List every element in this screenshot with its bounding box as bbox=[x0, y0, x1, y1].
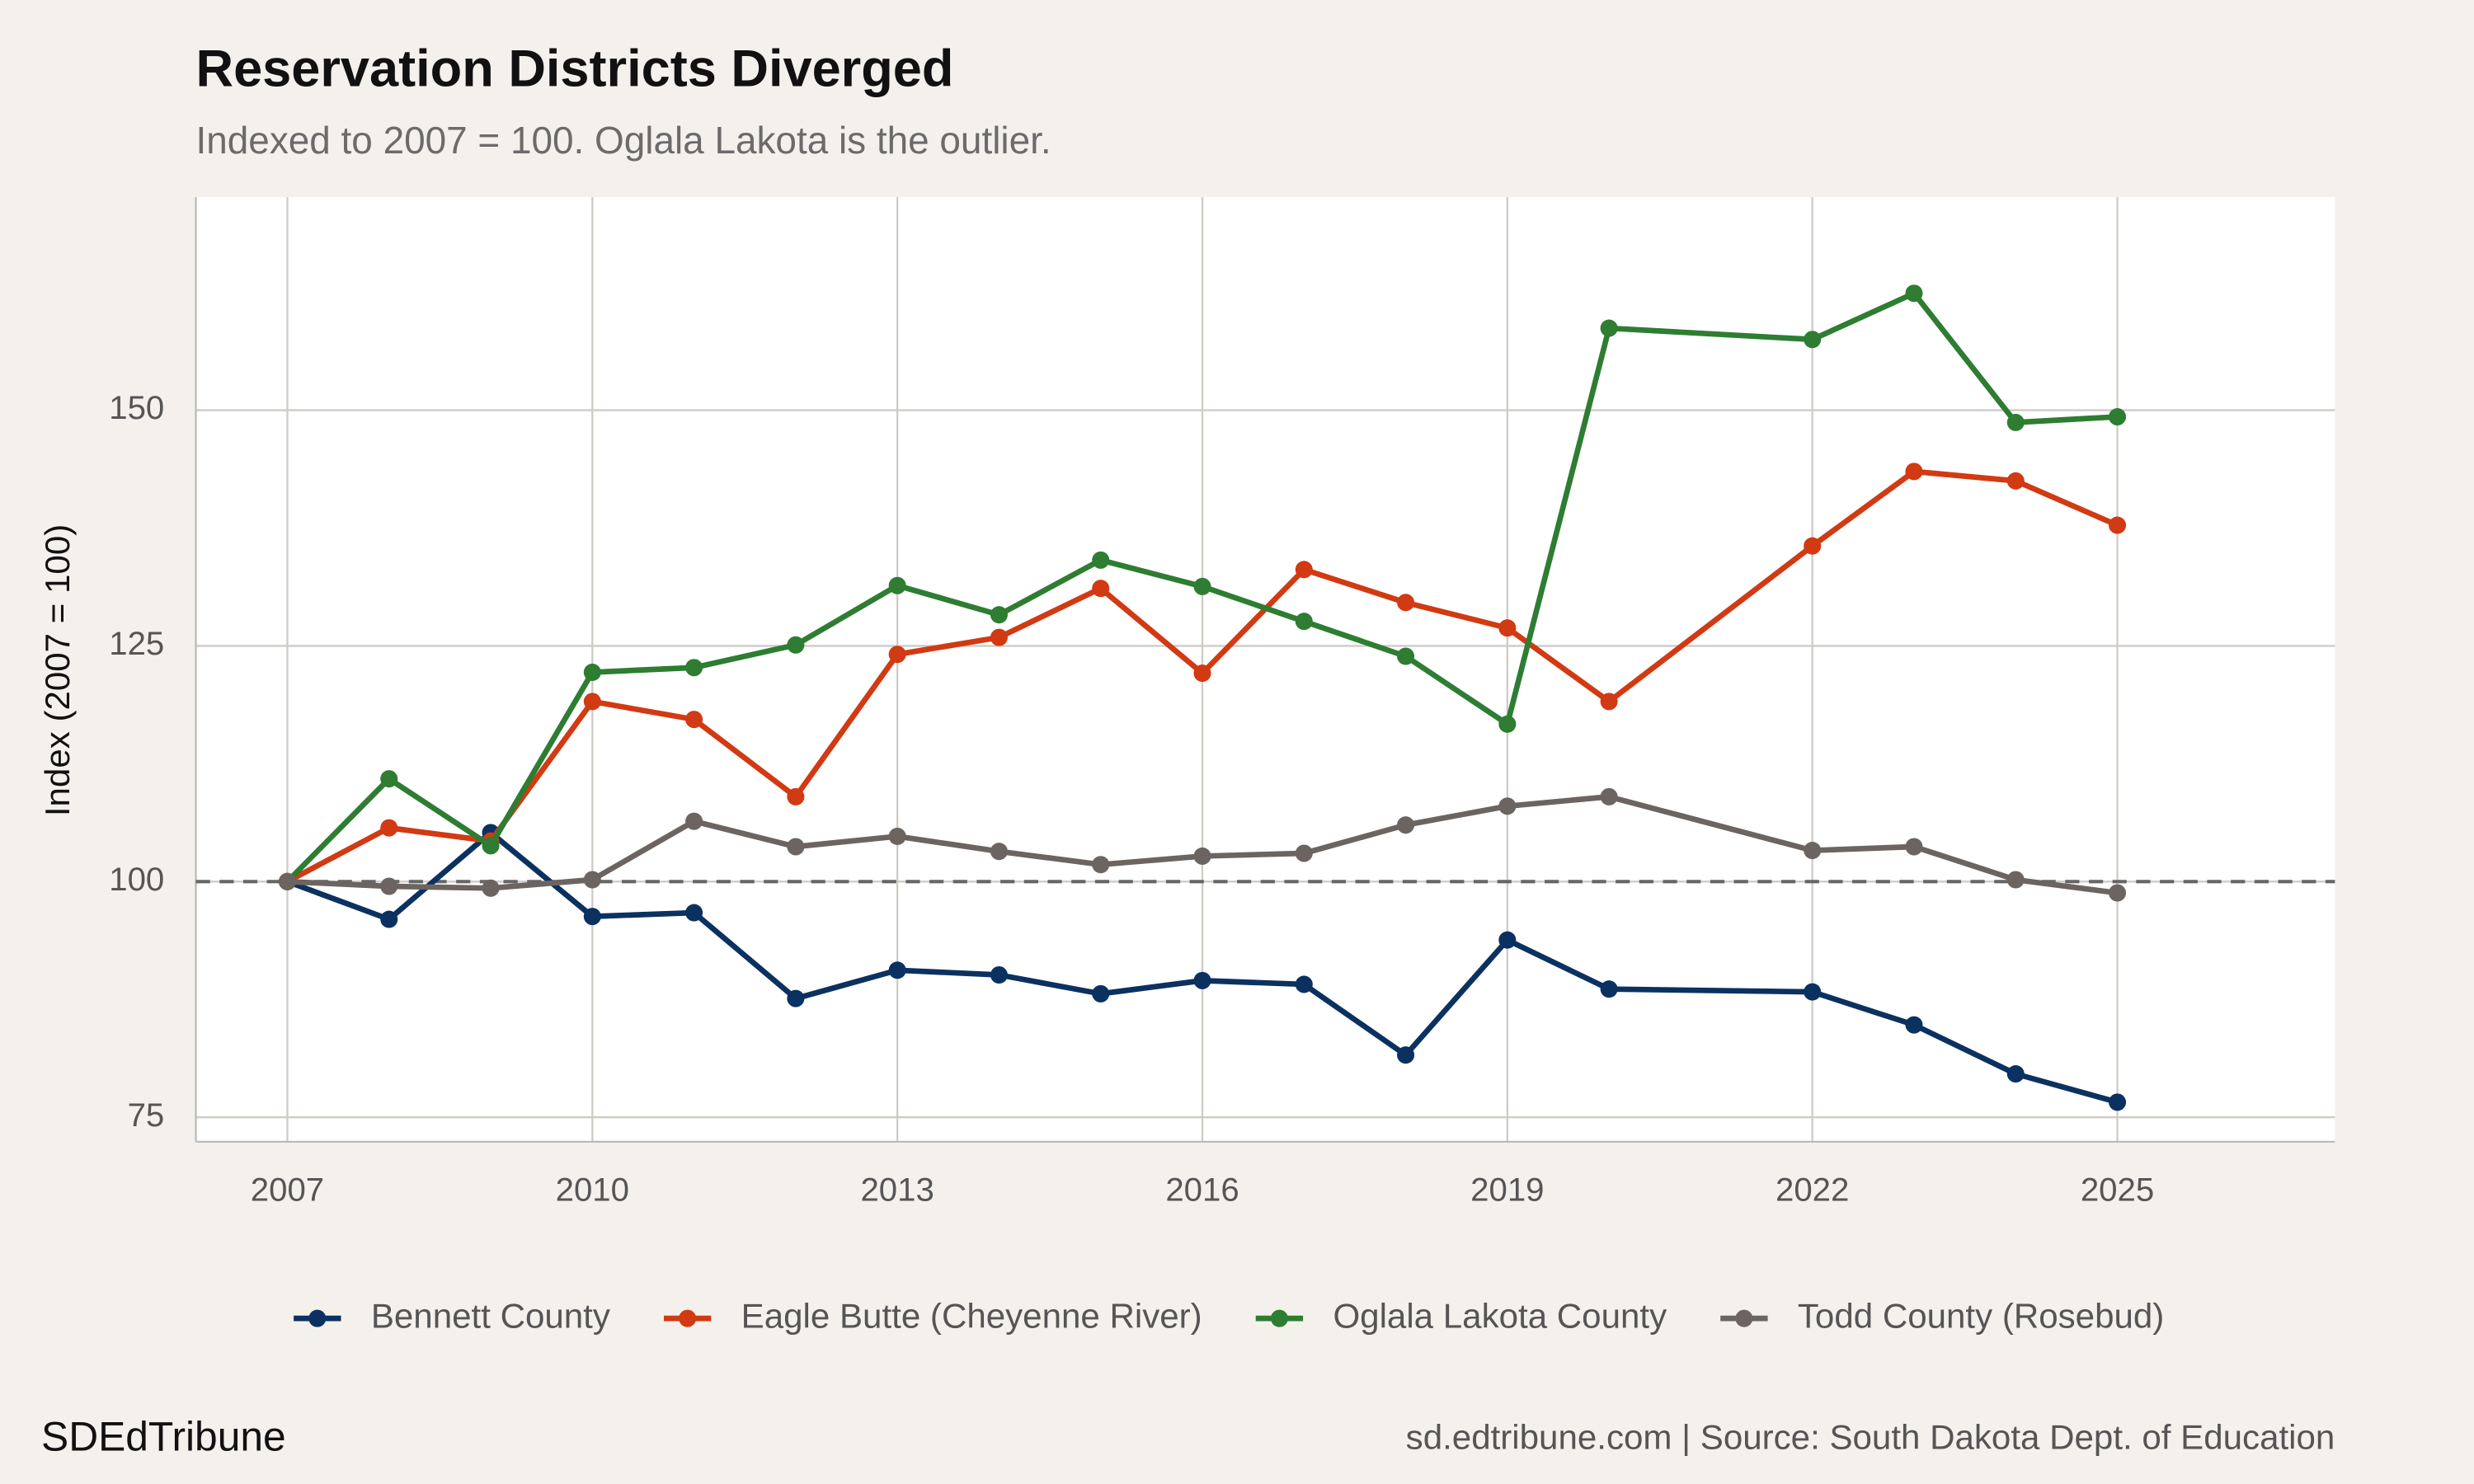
chart-title: Reservation Districts Diverged bbox=[196, 40, 954, 98]
data-point bbox=[1498, 619, 1517, 637]
data-point bbox=[1498, 931, 1517, 949]
data-point bbox=[1804, 842, 1822, 860]
data-point bbox=[1600, 319, 1618, 337]
data-point bbox=[1905, 1016, 1923, 1034]
data-point bbox=[1804, 983, 1822, 1001]
x-tick-label: 2010 bbox=[556, 1172, 629, 1209]
series-line bbox=[285, 468, 2119, 885]
data-point bbox=[1905, 284, 1923, 303]
data-point bbox=[1397, 816, 1415, 834]
data-point bbox=[1397, 1046, 1415, 1064]
data-point bbox=[2006, 472, 2025, 490]
data-point bbox=[278, 872, 296, 890]
brand: SDEdTribune bbox=[41, 1414, 286, 1460]
legend-label: Eagle Butte (Cheyenne River) bbox=[741, 1296, 1202, 1335]
data-point bbox=[685, 812, 703, 830]
data-point bbox=[380, 877, 398, 895]
data-point bbox=[1092, 551, 1110, 569]
data-point bbox=[1092, 856, 1110, 874]
data-point bbox=[787, 787, 805, 805]
data-point bbox=[990, 965, 1008, 984]
data-point bbox=[787, 838, 805, 856]
x-tick-label: 2025 bbox=[2081, 1172, 2154, 1209]
data-point bbox=[1804, 537, 1822, 555]
data-point bbox=[1804, 331, 1822, 349]
data-point bbox=[2109, 516, 2127, 534]
data-point bbox=[2006, 871, 2025, 889]
y-axis-label: Index (2007 = 100) bbox=[38, 524, 77, 816]
series-line bbox=[285, 290, 2118, 884]
data-point bbox=[1295, 561, 1313, 579]
data-point bbox=[1498, 715, 1517, 733]
legend-label: Oglala Lakota County bbox=[1333, 1296, 1667, 1335]
data-point bbox=[685, 711, 703, 729]
data-point bbox=[685, 659, 703, 677]
data-point bbox=[583, 908, 601, 926]
data-point bbox=[990, 606, 1008, 624]
x-tick-label: 2013 bbox=[860, 1172, 934, 1209]
data-point bbox=[990, 843, 1008, 861]
data-point bbox=[1600, 693, 1618, 711]
data-point bbox=[1193, 847, 1211, 865]
data-point bbox=[380, 819, 398, 837]
data-point bbox=[787, 989, 805, 1007]
data-point bbox=[1498, 797, 1517, 815]
data-point bbox=[888, 827, 906, 845]
data-point bbox=[1295, 613, 1313, 631]
source: sd.edtribune.com | Source: South Dakota … bbox=[1406, 1418, 2335, 1457]
data-point bbox=[2109, 1093, 2127, 1111]
y-tick-label: 150 bbox=[109, 389, 164, 426]
data-point bbox=[380, 770, 398, 788]
data-point bbox=[888, 961, 906, 979]
x-tick-label: 2016 bbox=[1165, 1172, 1239, 1209]
data-point bbox=[1295, 975, 1313, 993]
data-point bbox=[1193, 971, 1211, 989]
data-point bbox=[1600, 980, 1618, 998]
data-point bbox=[2006, 413, 2025, 431]
legend-label: Todd County (Rosebud) bbox=[1798, 1296, 2164, 1335]
data-point bbox=[2109, 408, 2127, 426]
y-tick-label: 125 bbox=[109, 625, 164, 662]
data-point bbox=[583, 693, 601, 711]
series-line bbox=[287, 794, 2118, 896]
data-point bbox=[1092, 984, 1110, 1003]
data-point bbox=[1905, 838, 1923, 856]
data-point bbox=[583, 663, 601, 681]
x-tick-label: 2007 bbox=[251, 1172, 324, 1209]
legend-label: Bennett County bbox=[371, 1296, 610, 1335]
legend-swatch-point bbox=[679, 1309, 697, 1327]
legend-swatch-point bbox=[1735, 1309, 1753, 1327]
data-point bbox=[1193, 665, 1211, 683]
data-point bbox=[1092, 580, 1110, 598]
data-point bbox=[482, 837, 500, 855]
y-tick-label: 100 bbox=[109, 861, 164, 898]
legend-swatch-point bbox=[308, 1309, 327, 1327]
data-point bbox=[380, 910, 398, 928]
plot-panel bbox=[195, 197, 2335, 1142]
data-point bbox=[1600, 787, 1618, 805]
data-point bbox=[1905, 463, 1923, 481]
data-point bbox=[1397, 594, 1415, 612]
data-point bbox=[2109, 884, 2127, 902]
data-point bbox=[888, 576, 906, 594]
data-point bbox=[1397, 647, 1415, 665]
x-tick-label: 2022 bbox=[1776, 1172, 1849, 1209]
data-point bbox=[583, 871, 601, 889]
data-point bbox=[2006, 1065, 2025, 1083]
data-point bbox=[787, 636, 805, 654]
legend-swatch-point bbox=[1270, 1309, 1288, 1327]
y-tick-label: 75 bbox=[128, 1097, 165, 1134]
x-tick-label: 2019 bbox=[1470, 1172, 1544, 1209]
data-point bbox=[1295, 844, 1313, 862]
data-point bbox=[1193, 577, 1211, 595]
data-point bbox=[685, 904, 703, 922]
series-line bbox=[286, 829, 2119, 1106]
data-point bbox=[990, 628, 1008, 646]
data-point bbox=[888, 646, 906, 664]
chart-subtitle: Indexed to 2007 = 100. Oglala Lakota is … bbox=[196, 119, 1051, 162]
data-point bbox=[482, 879, 500, 897]
